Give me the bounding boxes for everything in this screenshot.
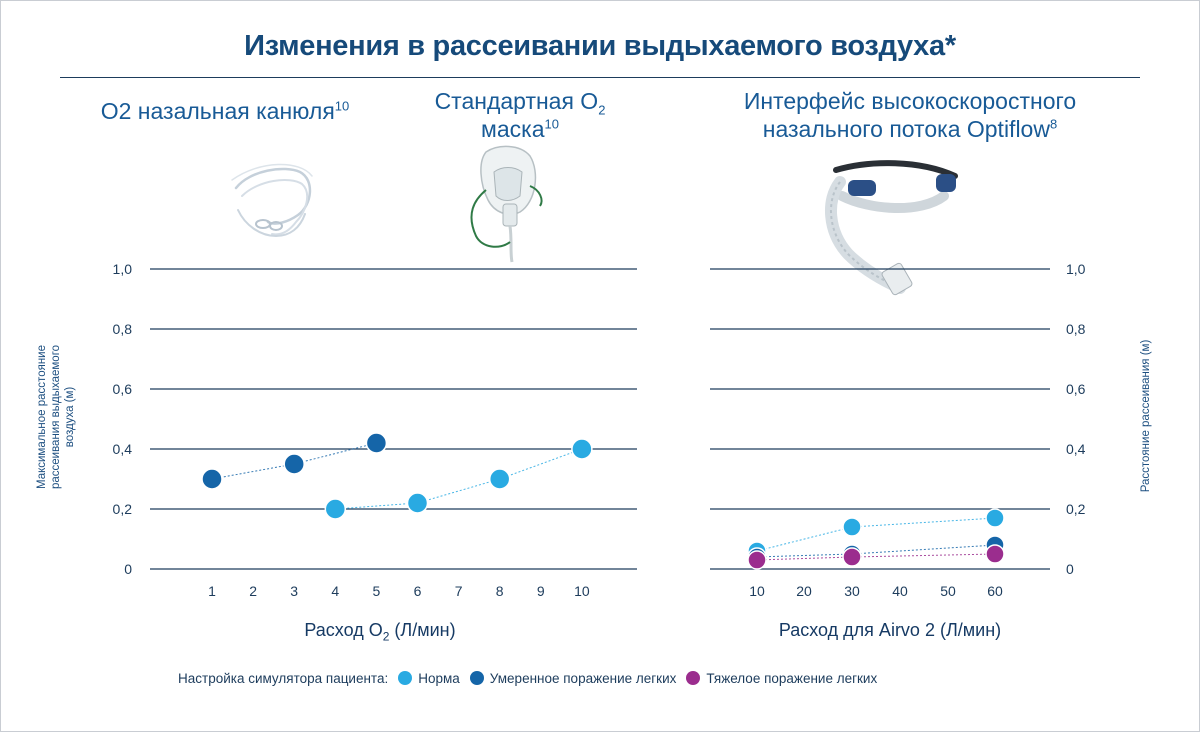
y-tick-label: 0,6 bbox=[1066, 381, 1086, 397]
series-line-moderate bbox=[851, 544, 996, 555]
x-tick-label: 4 bbox=[331, 583, 339, 599]
x-tick-label: 8 bbox=[496, 583, 504, 599]
right-chart: 0 0,2 0,4 0,6 0,8 1,0 10 20 30 40 50 60 bbox=[710, 261, 1086, 599]
o2-mask-label-sub: 2 bbox=[598, 102, 606, 118]
y-tick-label: 0,4 bbox=[1066, 441, 1086, 457]
optiflow-label-line2: назального потока Optiflow bbox=[762, 116, 1050, 142]
left-y-axis-label-line3: воздуха (м) bbox=[64, 386, 76, 448]
x-tick-label: 10 bbox=[574, 583, 590, 599]
data-point-moderate bbox=[201, 468, 223, 490]
y-tick-label: 0,4 bbox=[113, 441, 133, 457]
chart-title: Изменения в рассеивании выдыхаемого возд… bbox=[244, 30, 956, 62]
o2-mask-label-line2: маска bbox=[481, 116, 545, 142]
left-x-axis-label-prefix: Расход O bbox=[304, 620, 383, 640]
right-y-axis-label: Расстояние рассеивания (м) bbox=[1140, 339, 1152, 493]
legend-normal-swatch bbox=[398, 671, 413, 685]
left-chart: 0 0,2 0,4 0,6 0,8 1,0 1 2 3 4 5 6 7 8 9 10 bbox=[113, 261, 637, 599]
data-point-normal bbox=[324, 498, 347, 520]
left-x-axis-label-suffix: (Л/мин) bbox=[389, 620, 456, 640]
nasal-cannula-image bbox=[231, 163, 313, 238]
right-x-axis-label: Расход для Airvo 2 (Л/мин) bbox=[778, 620, 1002, 640]
series-line-severe bbox=[851, 553, 996, 558]
x-tick-label: 3 bbox=[290, 583, 298, 599]
legend-moderate-label: Умеренное поражение легких bbox=[489, 670, 677, 686]
optiflow-ref: 8 bbox=[1049, 116, 1058, 132]
x-tick-label: 20 bbox=[796, 583, 812, 599]
legend-moderate-swatch bbox=[469, 671, 484, 685]
x-tick-label: 50 bbox=[940, 583, 956, 599]
x-tick-label: 2 bbox=[249, 583, 257, 599]
nasal-cannula-label: О2 назальная канюля bbox=[100, 98, 335, 124]
data-point-normal bbox=[571, 438, 593, 460]
left-x-axis-label: Расход O2 (Л/мин) bbox=[190, 620, 570, 644]
y-tick-label: 1,0 bbox=[1066, 261, 1086, 277]
data-point-severe bbox=[747, 550, 767, 570]
series-line-normal bbox=[499, 448, 583, 480]
x-tick-label: 7 bbox=[455, 583, 463, 599]
panel-heading-optiflow: Интерфейс высокоскоростного назального по… bbox=[690, 87, 1130, 143]
left-y-axis-label: Максимальное расстояние рассеивания выды… bbox=[35, 307, 79, 527]
left-y-axis-label-line2: рассеивания выдыхаемого bbox=[50, 344, 62, 490]
data-point-normal bbox=[985, 508, 1005, 528]
y-tick-label: 1,0 bbox=[113, 261, 133, 277]
optiflow-interface-image bbox=[825, 160, 958, 296]
x-tick-label: 30 bbox=[844, 583, 860, 599]
series-line-normal bbox=[417, 478, 500, 504]
y-tick-label: 0 bbox=[1066, 561, 1074, 577]
series-line-normal bbox=[335, 502, 418, 510]
o2-mask-label-line1: Стандартная O bbox=[434, 88, 599, 114]
series-line-moderate bbox=[756, 553, 853, 558]
legend-severe-label: Тяжелое поражение легких bbox=[706, 670, 878, 686]
x-tick-label: 60 bbox=[987, 583, 1003, 599]
y-tick-label: 0,6 bbox=[113, 381, 133, 397]
nasal-cannula-ref: 10 bbox=[334, 98, 350, 114]
data-point-normal bbox=[842, 517, 862, 537]
data-point-normal bbox=[406, 492, 429, 514]
series-line-normal bbox=[851, 517, 996, 528]
x-tick-label: 9 bbox=[537, 583, 545, 599]
legend: Настройка симулятора пациента: Норма Уме… bbox=[178, 668, 877, 688]
x-tick-label: 5 bbox=[373, 583, 381, 599]
title-divider bbox=[60, 77, 1140, 78]
x-tick-label: 1 bbox=[208, 583, 216, 599]
o2-mask-image bbox=[470, 145, 543, 263]
data-point-normal bbox=[488, 468, 511, 490]
panel-heading-o2-mask: Стандартная O2 маска10 bbox=[405, 87, 635, 143]
y-tick-label: 0,2 bbox=[1066, 501, 1086, 517]
panel-heading-nasal-cannula: О2 назальная канюля10 bbox=[60, 97, 390, 125]
data-point-moderate bbox=[365, 432, 388, 454]
optiflow-label-line1: Интерфейс высокоскоростного bbox=[743, 88, 1077, 114]
data-point-moderate bbox=[283, 453, 305, 475]
y-tick-label: 0,8 bbox=[113, 321, 133, 337]
left-y-axis-label-line1: Максимальное расстояние bbox=[36, 345, 48, 490]
series-line-normal bbox=[756, 526, 853, 552]
o2-mask-ref: 10 bbox=[544, 116, 559, 132]
y-tick-label: 0,2 bbox=[113, 501, 133, 517]
legend-severe-swatch bbox=[686, 671, 701, 685]
x-tick-label: 6 bbox=[414, 583, 422, 599]
legend-normal-label: Норма bbox=[418, 670, 460, 686]
x-tick-label: 10 bbox=[749, 583, 765, 599]
data-point-severe bbox=[842, 547, 862, 567]
left-x-axis-label-sub: 2 bbox=[382, 629, 390, 644]
series-line-moderate bbox=[211, 463, 295, 480]
series-line-severe bbox=[756, 556, 853, 561]
x-tick-label: 40 bbox=[892, 583, 908, 599]
data-point-severe bbox=[985, 544, 1005, 564]
y-tick-label: 0 bbox=[124, 561, 132, 577]
legend-prefix: Настройка симулятора пациента: bbox=[178, 670, 389, 686]
series-line-moderate bbox=[294, 442, 377, 465]
y-tick-label: 0,8 bbox=[1066, 321, 1086, 337]
